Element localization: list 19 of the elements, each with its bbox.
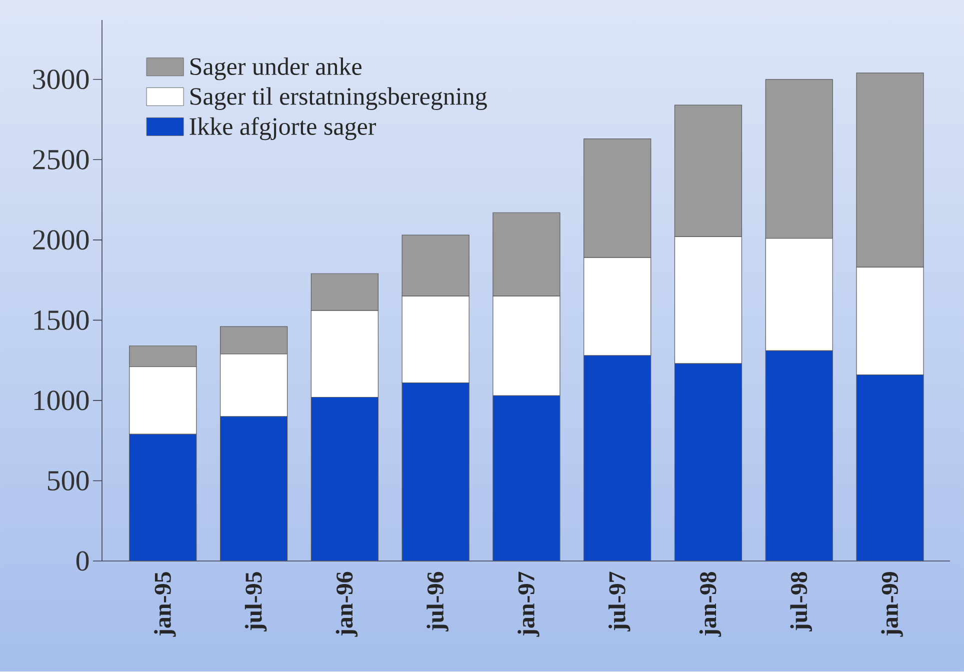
y-tick-label: 1000: [34, 390, 89, 410]
x-tick-label: jul-95: [244, 572, 267, 632]
legend-label: Sager til erstatningsberegning: [190, 87, 487, 110]
x-tick-label: jan-98: [699, 572, 722, 637]
y-tick-label: 500: [48, 470, 89, 491]
legend-label: Sager under anke: [190, 57, 362, 80]
y-tick-label: 3000: [33, 70, 89, 90]
x-tick-label: jan-96: [336, 572, 358, 637]
x-tick-label: jan-95: [154, 572, 176, 637]
y-tick-label: 2000: [33, 230, 89, 250]
y-tick-label: 1500: [34, 310, 89, 330]
x-tick-label: jul-98: [790, 572, 812, 632]
y-tick-label: 2500: [33, 150, 89, 170]
legend-label: Ikke afgjorte sager: [190, 117, 376, 140]
x-tick-label: jan-99: [881, 572, 903, 637]
x-tick-label: jan-97: [518, 572, 540, 637]
x-tick-label: jul-97: [608, 572, 630, 632]
x-tick-label: jul-96: [426, 572, 448, 632]
y-tick-label: 0: [76, 551, 89, 571]
